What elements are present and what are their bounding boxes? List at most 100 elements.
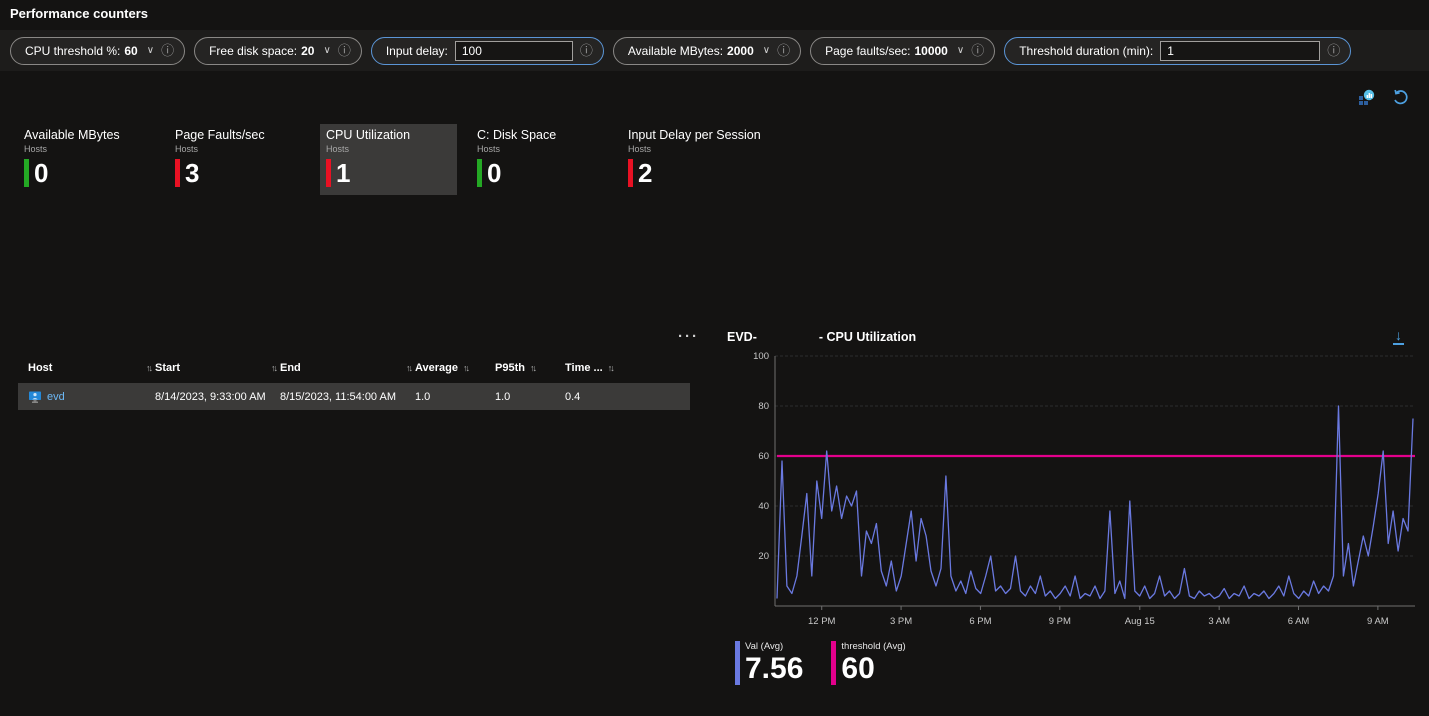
info-icon[interactable]: ⓘ <box>161 43 175 58</box>
cell-start: 8/14/2023, 9:33:00 AM <box>155 390 266 403</box>
sort-icon[interactable]: ↑↓ <box>463 363 470 373</box>
table-row[interactable]: evd 8/14/2023, 9:33:00 AM 8/15/2023, 11:… <box>18 383 690 410</box>
tile-page-faults[interactable]: Page Faults/sec Hosts 3 <box>169 124 320 195</box>
hosts-table: Host ↑↓ Start ↑↓ End ↑↓ Average ↑↓ P95th… <box>18 356 690 410</box>
svg-text:Aug 15: Aug 15 <box>1125 616 1155 627</box>
filter-available-mbytes[interactable]: Available MBytes: 2000 ∨ ⓘ <box>612 36 802 65</box>
cpu-utilization-chart[interactable]: 20 40 60 80 100 12 PM 3 PM 6 PM 9 PM Aug 15 3 AM 6 … <box>740 352 1429 644</box>
chevron-down-icon: ∨ <box>762 45 771 56</box>
filter-value: 60 <box>124 43 138 58</box>
column-start[interactable]: Start ↑↓ <box>155 362 280 374</box>
tile-value: 2 <box>638 158 653 188</box>
tile-value: 0 <box>487 158 502 188</box>
status-bar <box>24 159 29 187</box>
more-options-button[interactable]: ··· <box>678 328 699 345</box>
svg-text:9 AM: 9 AM <box>1367 616 1389 627</box>
filter-label: Input delay: <box>385 43 448 58</box>
info-icon[interactable]: ⓘ <box>971 43 985 58</box>
sort-icon[interactable]: ↑↓ <box>406 363 413 373</box>
legend-value: 7.56 <box>745 652 804 685</box>
column-label: End <box>280 362 301 374</box>
svg-text:3 AM: 3 AM <box>1208 616 1230 627</box>
filter-label: Page faults/sec: <box>825 43 911 58</box>
column-label: Start <box>155 362 181 374</box>
column-end[interactable]: End ↑↓ <box>280 362 415 374</box>
cell-p95th: 1.0 <box>495 390 511 403</box>
filter-value: 2000 <box>727 43 754 58</box>
tile-subtitle: Hosts <box>24 144 48 154</box>
chevron-down-icon: ∨ <box>323 45 331 56</box>
page-title: Performance counters <box>10 6 148 21</box>
workbook-chart-icon[interactable] <box>1357 88 1375 106</box>
tile-subtitle: Hosts <box>477 144 501 154</box>
tile-title: CPU Utilization <box>326 128 411 142</box>
sort-icon[interactable]: ↑↓ <box>529 363 537 373</box>
info-icon[interactable]: ⓘ <box>777 43 791 58</box>
cell-average: 1.0 <box>415 390 431 403</box>
tile-input-delay[interactable]: Input Delay per Session Hosts 2 <box>622 124 773 195</box>
legend-color-bar <box>831 641 837 685</box>
tile-value: 3 <box>185 158 200 188</box>
input-delay-field[interactable] <box>454 40 573 61</box>
svg-text:3 PM: 3 PM <box>890 616 912 627</box>
column-label: P95th <box>495 362 525 374</box>
svg-text:80: 80 <box>758 401 769 412</box>
sort-icon[interactable]: ↑↓ <box>607 363 615 373</box>
sort-icon[interactable]: ↑↓ <box>271 363 278 373</box>
tile-subtitle: Hosts <box>326 144 350 154</box>
info-icon[interactable]: ⓘ <box>337 43 351 58</box>
cell-end: 8/15/2023, 11:54:00 AM <box>280 390 396 403</box>
tile-title: C: Disk Space <box>477 128 557 142</box>
tile-disk-space[interactable]: C: Disk Space Hosts 0 <box>471 124 622 195</box>
chart-title-suffix: - CPU Utilization <box>818 330 917 344</box>
filter-free-disk-space[interactable]: Free disk space: 20 ∨ ⓘ <box>194 36 362 65</box>
legend-item-threshold[interactable]: threshold (Avg) 60 <box>831 641 906 685</box>
table-header: Host ↑↓ Start ↑↓ End ↑↓ Average ↑↓ P95th… <box>18 356 690 380</box>
tile-available-mbytes[interactable]: Available MBytes Hosts 0 <box>18 124 169 195</box>
undo-icon[interactable] <box>1391 88 1409 106</box>
host-link[interactable]: evd <box>47 390 65 403</box>
filter-page-faults[interactable]: Page faults/sec: 10000 ∨ ⓘ <box>810 36 996 65</box>
column-time[interactable]: Time ... ↑↓ <box>565 362 660 374</box>
status-bar <box>175 159 180 187</box>
status-bar <box>628 159 633 187</box>
chart-title-prefix: EVD- <box>727 330 757 344</box>
threshold-duration-field[interactable] <box>1160 40 1321 61</box>
tile-title: Page Faults/sec <box>175 128 265 142</box>
sort-icon[interactable]: ↑↓ <box>146 363 153 373</box>
svg-text:6 PM: 6 PM <box>969 616 991 627</box>
filter-label: CPU threshold %: <box>25 43 121 58</box>
chart-toolbar <box>1357 88 1409 106</box>
filter-bar: CPU threshold %: 60 ∨ ⓘ Free disk space:… <box>0 30 1429 71</box>
column-host[interactable]: Host ↑↓ <box>18 362 155 374</box>
filter-value: 20 <box>301 43 315 58</box>
host-vm-icon <box>28 390 42 404</box>
tile-value: 0 <box>34 158 49 188</box>
tile-title: Available MBytes <box>24 128 120 142</box>
svg-text:20: 20 <box>758 551 769 562</box>
column-average[interactable]: Average ↑↓ <box>415 362 495 374</box>
svg-text:40: 40 <box>758 501 769 512</box>
info-icon[interactable]: ⓘ <box>1327 43 1341 58</box>
info-icon[interactable]: ⓘ <box>579 43 593 58</box>
filter-label: Free disk space: <box>209 43 298 58</box>
filter-input-delay: Input delay: ⓘ <box>370 36 604 65</box>
legend-color-bar <box>735 641 740 685</box>
svg-text:9 PM: 9 PM <box>1049 616 1071 627</box>
cell-time: 0.4 <box>565 390 581 403</box>
tile-cpu-utilization[interactable]: CPU Utilization Hosts 1 <box>320 124 457 195</box>
chevron-down-icon: ∨ <box>956 45 965 56</box>
chart-title: EVD- - CPU Utilization <box>727 330 916 344</box>
chart-title-redacted-gap <box>757 330 819 344</box>
legend-value: 60 <box>841 652 875 685</box>
svg-text:6 AM: 6 AM <box>1288 616 1310 627</box>
download-icon[interactable]: ↓ <box>1393 327 1404 346</box>
legend-name: threshold (Avg) <box>841 641 906 652</box>
column-p95th[interactable]: P95th ↑↓ <box>495 362 565 374</box>
tile-value: 1 <box>336 158 351 188</box>
counter-tiles: Available MBytes Hosts 0 Page Faults/sec… <box>18 124 773 195</box>
filter-cpu-threshold[interactable]: CPU threshold %: 60 ∨ ⓘ <box>10 36 186 65</box>
column-label: Host <box>28 362 53 374</box>
status-bar <box>477 159 482 187</box>
legend-item-val[interactable]: Val (Avg) 7.56 <box>735 641 803 685</box>
